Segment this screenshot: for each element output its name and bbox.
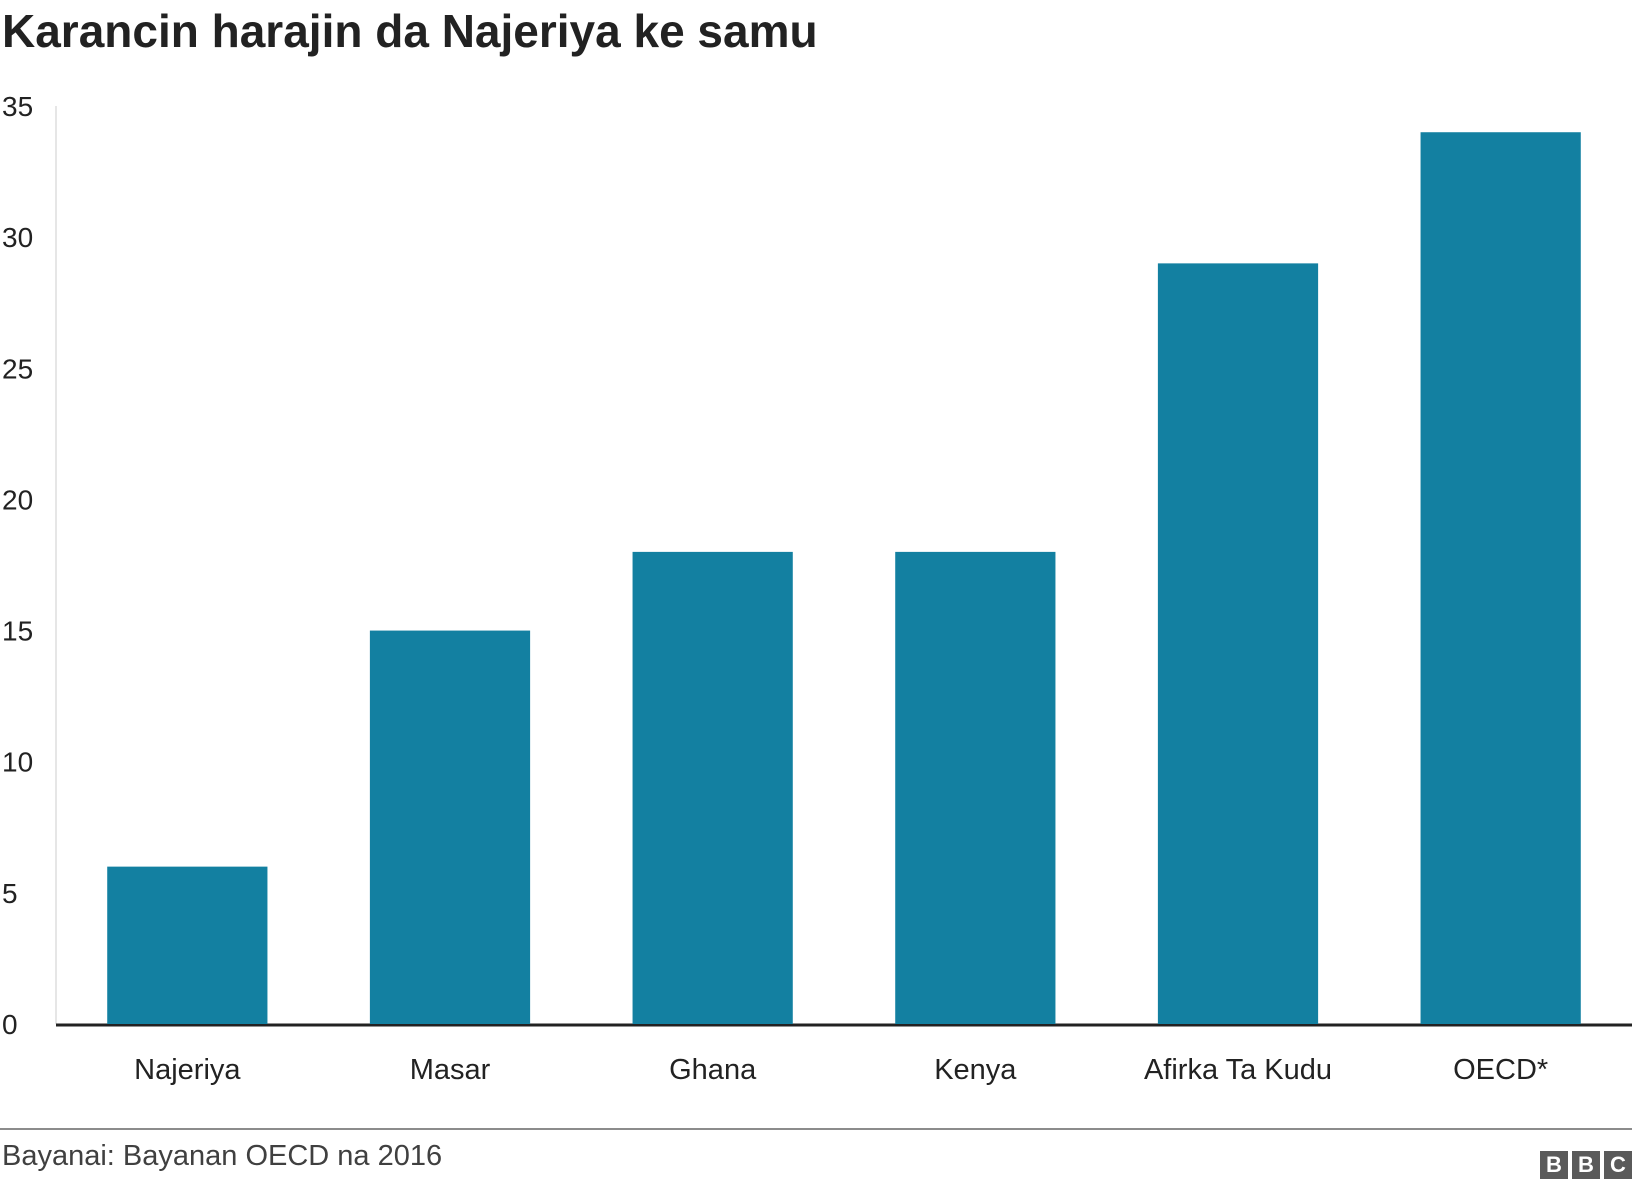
y-tick-label: 0 xyxy=(2,1009,18,1040)
bbc-logo-letter: B xyxy=(1540,1151,1568,1179)
chart-title: Karancin harajin da Najeriya ke samu xyxy=(2,5,818,57)
bar xyxy=(369,630,531,1024)
x-category-label: OECD* xyxy=(1453,1054,1548,1086)
bar xyxy=(107,866,268,1024)
bar xyxy=(1420,132,1581,1024)
x-category-label: Kenya xyxy=(934,1054,1017,1086)
x-category-label: Masar xyxy=(410,1054,491,1086)
bar-chart: 0 5 10 15 20 25 30 35 Najeriya Masar Ghana Kenya Af… xyxy=(2,91,1632,1086)
bbc-logo: B B C xyxy=(1540,1151,1632,1179)
bbc-logo-letter: C xyxy=(1604,1151,1632,1179)
y-tick-label: 30 xyxy=(2,222,33,253)
bbc-logo-letter: B xyxy=(1572,1151,1600,1179)
bar xyxy=(895,551,1056,1024)
y-tick-label: 5 xyxy=(2,878,18,909)
y-tick-label: 35 xyxy=(2,91,33,122)
x-category-label: Afirka Ta Kudu xyxy=(1144,1054,1332,1086)
bar xyxy=(632,551,793,1024)
footer-divider xyxy=(0,1128,1632,1130)
source-note: Bayanai: Bayanan OECD na 2016 xyxy=(2,1140,443,1172)
x-axis-labels: Najeriya Masar Ghana Kenya Afirka Ta Kudu OEC… xyxy=(134,1054,1548,1086)
y-tick-label: 15 xyxy=(2,616,33,647)
x-category-label: Najeriya xyxy=(134,1054,241,1086)
y-axis: 0 5 10 15 20 25 30 35 xyxy=(2,91,1632,1040)
y-tick-label: 10 xyxy=(2,747,33,778)
y-tick-label: 20 xyxy=(2,484,33,515)
y-tick-label: 25 xyxy=(2,353,33,384)
bar xyxy=(1157,263,1319,1024)
x-category-label: Ghana xyxy=(669,1054,757,1086)
bars xyxy=(107,132,1581,1024)
